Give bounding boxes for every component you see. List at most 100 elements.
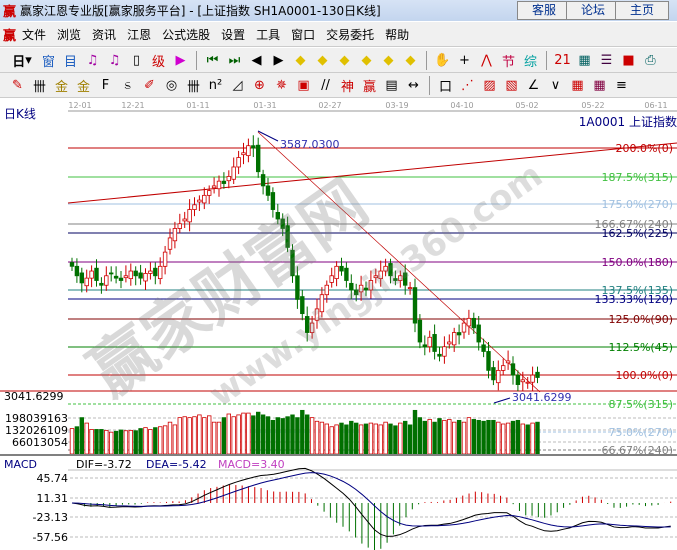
volume-bar (329, 426, 334, 455)
candle-body (69, 262, 75, 267)
toolbar-separator (429, 75, 430, 95)
vexpand-icon[interactable]: ◆ (383, 52, 394, 68)
candle-body (383, 265, 388, 272)
gold1-icon[interactable]: 金 (54, 79, 68, 95)
square-icon[interactable]: ▣ (297, 77, 310, 93)
crosshair-icon[interactable]: + (459, 52, 470, 68)
chart-area[interactable]: 12-01 12-21 01-11 01-31 02-27 03-19 04-10 05-02… (0, 98, 677, 550)
line-icon[interactable]: ⋀ (481, 52, 492, 68)
shrink-icon[interactable]: ◆ (361, 52, 372, 68)
first-icon[interactable]: ⏮ (206, 52, 219, 68)
prev-icon[interactable]: ◀ (251, 52, 262, 68)
star-icon[interactable]: ✵ (276, 77, 287, 93)
date-tick: 06-11 (644, 101, 667, 110)
volume-bar (324, 423, 329, 455)
volume-bar (461, 421, 467, 455)
zoom-left-icon[interactable]: ◆ (295, 52, 306, 68)
volume-bar (319, 421, 325, 455)
fib-icon[interactable]: F (101, 77, 110, 93)
gann-box-icon[interactable]: ▨ (483, 77, 496, 93)
window-icon[interactable]: 窗 (41, 54, 55, 70)
print-icon[interactable]: ⎙ (645, 52, 656, 68)
grid2-icon[interactable]: ▦ (593, 77, 606, 93)
level-icon[interactable]: 级 (151, 54, 165, 70)
menu-item-3[interactable]: 江恩 (127, 27, 152, 42)
ruler-icon[interactable]: ▤ (385, 77, 398, 93)
pen-icon[interactable]: ✎ (12, 77, 23, 93)
window-title: 赢家江恩专业版[赢家服务平台] - [上证指数 SH1A0001-130日K线] (20, 4, 381, 18)
menu-item-2[interactable]: 资讯 (92, 27, 117, 42)
menu-item-5[interactable]: 设置 (221, 27, 246, 42)
forum-button[interactable]: 论坛 (566, 1, 620, 20)
menu-item-8[interactable]: 交易委托 (326, 27, 375, 42)
spiral-icon[interactable]: ಽ (124, 77, 131, 93)
report-icon[interactable]: ☰ (600, 52, 613, 68)
candle-body (324, 284, 329, 296)
eraser-icon[interactable]: ✐ (144, 77, 155, 93)
box-icon[interactable]: 口 (438, 79, 452, 95)
flag-icon[interactable]: ▶ (175, 52, 186, 68)
menu-item-1[interactable]: 浏览 (57, 27, 82, 42)
candle-body (510, 363, 516, 376)
lines-icon[interactable]: 卌 (186, 79, 200, 95)
hand-icon[interactable]: ✋ (434, 52, 451, 68)
wave-icon[interactable]: ∨ (550, 77, 561, 93)
section-icon[interactable]: 节 (501, 54, 515, 70)
chart3-icon[interactable]: ♫ (86, 52, 99, 68)
god-icon[interactable]: 神 (340, 79, 354, 95)
menu-item-6[interactable]: 工具 (256, 27, 281, 42)
period-dropdown[interactable]: 日 ▾ (12, 52, 32, 70)
target-icon[interactable]: ⊕ (254, 77, 265, 93)
angle-icon[interactable]: ◿ (232, 77, 243, 93)
volume-bar (304, 414, 310, 455)
gann-fan-icon[interactable]: ▧ (505, 77, 518, 93)
candle-icon[interactable]: ▯ (132, 52, 141, 68)
volume-bar (89, 429, 94, 455)
gann-icon[interactable]: 综 (523, 54, 537, 70)
fib-label: 133.33%(120) (594, 293, 673, 306)
volume-bar (226, 413, 231, 455)
fan-icon[interactable]: ⋰ (461, 77, 474, 93)
symbol-label: 1A0001 上证指数 (579, 114, 677, 129)
volume-bar (309, 417, 315, 455)
width-icon[interactable]: ↔ (408, 77, 419, 93)
volume-bar (530, 422, 535, 455)
menu-item-4[interactable]: 公式选股 (162, 27, 211, 42)
grid-icon[interactable]: 卌 (32, 79, 46, 95)
angle-line-icon[interactable]: ∠ (527, 77, 540, 93)
calendar-icon[interactable]: 21 (554, 52, 571, 68)
toolbar-separator (426, 50, 427, 70)
volume-bar (427, 419, 432, 455)
chart9-icon[interactable]: ♫ (108, 52, 121, 68)
vshrink-icon[interactable]: ◆ (405, 52, 416, 68)
menu-item-0[interactable]: 文件 (22, 27, 47, 42)
last-icon[interactable]: ⏭ (228, 52, 241, 68)
candle-body (363, 287, 369, 291)
calculator-icon[interactable]: ▦ (578, 52, 591, 68)
note-icon[interactable]: 目 (63, 54, 77, 70)
menu-item-9[interactable]: 帮助 (385, 27, 410, 42)
hatch-icon[interactable]: ≡ (616, 77, 627, 93)
menu-item-7[interactable]: 窗口 (291, 27, 316, 42)
candle-body (143, 273, 148, 282)
homepage-button[interactable]: 主页 (615, 1, 669, 20)
n2-icon[interactable]: n² (208, 77, 223, 93)
candle-body (334, 265, 339, 280)
volume-bar (133, 430, 138, 455)
save-icon[interactable]: ■ (622, 52, 635, 68)
fib-label: 66.67%(240) (601, 444, 673, 457)
candle-body (182, 218, 187, 222)
volume-bar (221, 417, 227, 455)
candle-body (104, 275, 109, 286)
parallel-icon[interactable]: // (321, 77, 330, 93)
customer-service-button[interactable]: 客服 (517, 1, 571, 20)
grid1-icon[interactable]: ▦ (571, 77, 584, 93)
next-icon[interactable]: ▶ (273, 52, 284, 68)
gold2-icon[interactable]: 金 (76, 79, 90, 95)
win-icon[interactable]: 赢 (362, 79, 376, 95)
volume-bar (314, 420, 320, 455)
expand-icon[interactable]: ◆ (339, 52, 350, 68)
volume-bar (157, 426, 163, 455)
zoom-right-icon[interactable]: ◆ (317, 52, 328, 68)
circle-icon[interactable]: ◎ (165, 77, 178, 93)
